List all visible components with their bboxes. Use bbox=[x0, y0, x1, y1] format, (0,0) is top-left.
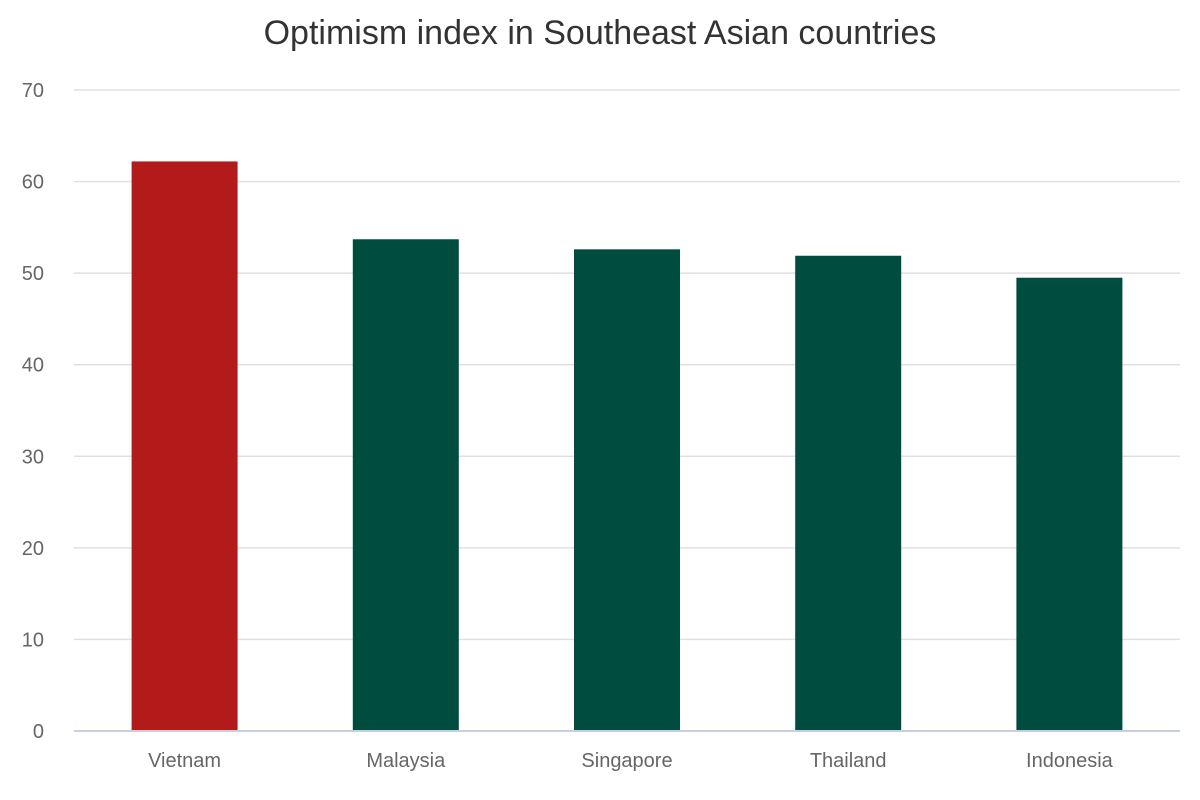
y-tick-label: 30 bbox=[22, 446, 44, 468]
bar-singapore bbox=[574, 249, 680, 731]
bar-thailand bbox=[795, 255, 902, 731]
x-tick-label: Singapore bbox=[581, 750, 672, 772]
x-tick-label: Malaysia bbox=[366, 750, 446, 772]
x-axis-ticks: Vietnam Malaysia Singapore Thailand Indonesi… bbox=[148, 750, 1114, 772]
x-tick-label: Thailand bbox=[810, 750, 887, 772]
y-tick-label: 60 bbox=[22, 172, 44, 194]
y-tick-label: 70 bbox=[22, 80, 44, 102]
y-tick-label: 10 bbox=[22, 629, 44, 651]
x-tick-label: Vietnam bbox=[148, 750, 221, 772]
y-tick-label: 50 bbox=[22, 263, 44, 285]
y-tick-label: 40 bbox=[22, 355, 44, 377]
bar-vietnam bbox=[131, 161, 238, 731]
bar-indonesia bbox=[1016, 277, 1123, 731]
y-tick-label: 20 bbox=[22, 538, 44, 560]
bars bbox=[131, 161, 1123, 732]
y-axis-ticks: 0 10 20 30 40 50 60 70 bbox=[22, 80, 44, 743]
chart-title: Optimism index in Southeast Asian countr… bbox=[263, 14, 937, 52]
bar-malaysia bbox=[352, 239, 459, 732]
x-tick-label: Indonesia bbox=[1026, 750, 1114, 772]
y-tick-label: 0 bbox=[33, 721, 44, 743]
